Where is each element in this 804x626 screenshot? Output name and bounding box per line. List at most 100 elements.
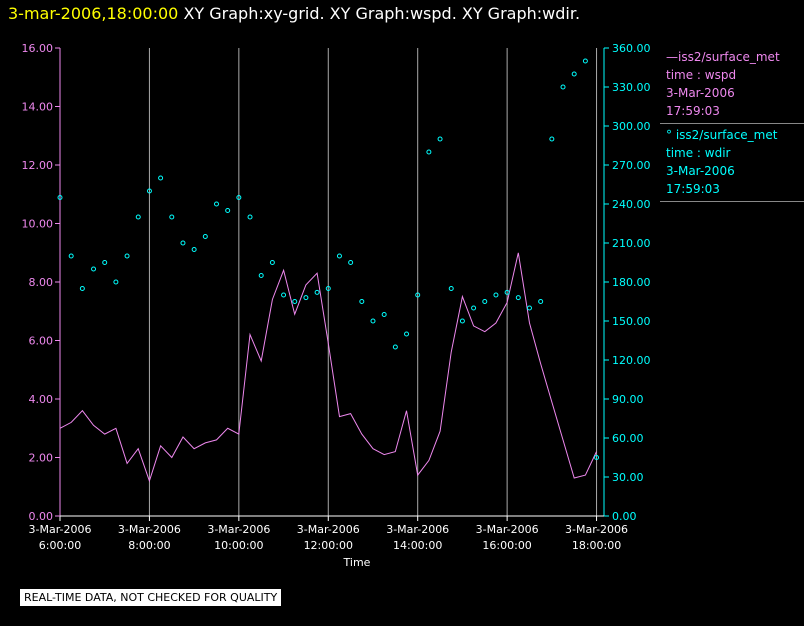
wdir-data-point: [247, 214, 253, 220]
x-tick-date-label: 3-Mar-2006: [565, 523, 628, 536]
wdir-data-point: [370, 318, 376, 324]
wdir-data-point: [404, 331, 410, 337]
x-tick-date-label: 3-Mar-2006: [297, 523, 360, 536]
y-right-tick-label: 120.00: [612, 354, 651, 367]
wdir-data-point: [471, 305, 477, 311]
x-tick-time-label: 12:00:00: [304, 539, 353, 552]
wdir-data-point: [169, 214, 175, 220]
legend-wdir-variable: time : wdir: [666, 146, 731, 160]
wdir-data-point: [515, 295, 521, 301]
wdir-data-point: [213, 201, 219, 207]
wdir-data-point: [381, 312, 387, 317]
wdir-data-point: [348, 260, 354, 265]
wdir-data-point: [225, 208, 231, 213]
x-tick-date-label: 3-Mar-2006: [386, 523, 449, 536]
legend: —iss2/surface_met time : wspd 3-Mar-2006…: [660, 46, 804, 202]
wdir-data-point: [359, 299, 365, 304]
y-left-tick-label: 12.00: [22, 159, 54, 172]
x-tick-time-label: 10:00:00: [214, 539, 263, 552]
wdir-data-point: [124, 253, 130, 259]
wdir-data-point: [202, 234, 208, 239]
x-tick-date-label: 3-Mar-2006: [118, 523, 181, 536]
wdir-data-point: [292, 299, 298, 304]
wdir-data-point: [281, 292, 287, 298]
wdir-data-point: [303, 295, 309, 301]
x-tick-time-label: 6:00:00: [39, 539, 81, 552]
y-right-tick-label: 270.00: [612, 159, 651, 172]
wdir-data-point: [102, 260, 108, 265]
legend-wdir-source: ° iss2/surface_met: [666, 128, 778, 142]
wdir-data-point: [113, 279, 119, 285]
wdir-data-point: [135, 214, 141, 220]
wdir-data-point: [314, 289, 320, 295]
y-left-tick-label: 0.00: [29, 510, 54, 523]
y-right-tick-label: 90.00: [612, 393, 644, 406]
x-tick-date-label: 3-Mar-2006: [29, 523, 92, 536]
x-tick-time-label: 16:00:00: [482, 539, 531, 552]
wdir-data-point: [571, 71, 577, 77]
y-right-tick-label: 150.00: [612, 315, 651, 328]
legend-wspd-variable: time : wspd: [666, 68, 737, 82]
wdir-data-point: [448, 286, 454, 291]
y-left-tick-label: 14.00: [22, 101, 54, 114]
wdir-data-point: [482, 299, 488, 304]
wdir-data-point: [504, 289, 510, 295]
wdir-data-point: [146, 188, 152, 194]
wdir-data-point: [538, 299, 544, 304]
wdir-data-point: [392, 344, 398, 350]
wdir-data-point: [594, 455, 600, 460]
y-right-tick-label: 300.00: [612, 120, 651, 133]
wdir-data-point: [549, 136, 555, 142]
y-right-tick-label: 360.00: [612, 42, 651, 55]
legend-wspd-source: —iss2/surface_met: [666, 50, 780, 64]
wdir-data-point: [269, 260, 275, 265]
legend-wdir: ° iss2/surface_met time : wdir 3-Mar-200…: [660, 124, 804, 202]
wdir-data-point: [191, 247, 197, 252]
legend-wspd-time: 17:59:03: [666, 104, 720, 118]
wdir-data-point: [415, 292, 421, 298]
y-left-tick-label: 6.00: [29, 335, 54, 348]
y-right-tick-label: 330.00: [612, 81, 651, 94]
x-tick-time-label: 8:00:00: [128, 539, 170, 552]
legend-wdir-date: 3-Mar-2006: [666, 164, 735, 178]
legend-wspd-date: 3-Mar-2006: [666, 86, 735, 100]
wdir-data-point: [79, 286, 85, 291]
x-tick-time-label: 14:00:00: [393, 539, 442, 552]
y-left-tick-label: 2.00: [29, 452, 54, 465]
y-right-tick-label: 30.00: [612, 471, 644, 484]
y-right-tick-label: 240.00: [612, 198, 651, 211]
y-right-tick-label: 180.00: [612, 276, 651, 289]
wdir-data-point: [526, 305, 532, 311]
y-right-tick-label: 60.00: [612, 432, 644, 445]
y-left-tick-label: 8.00: [29, 276, 54, 289]
x-axis-label: Time: [343, 556, 371, 569]
quality-disclaimer: REAL-TIME DATA, NOT CHECKED FOR QUALITY: [20, 589, 282, 606]
wdir-data-point: [437, 136, 443, 142]
header-date: 3-mar-2006,18:00:00: [8, 4, 179, 23]
y-left-tick-label: 16.00: [22, 42, 54, 55]
y-left-tick-label: 4.00: [29, 393, 54, 406]
y-right-tick-label: 210.00: [612, 237, 651, 250]
x-tick-time-label: 18:00:00: [572, 539, 621, 552]
wdir-data-point: [68, 253, 74, 259]
wdir-data-point: [258, 273, 264, 278]
wspd-series-line: [59, 252, 597, 483]
header: 3-mar-2006,18:00:00 XY Graph:xy-grid. XY…: [8, 4, 580, 23]
wdir-data-point: [336, 253, 342, 259]
legend-wspd: —iss2/surface_met time : wspd 3-Mar-2006…: [660, 46, 804, 124]
x-tick-date-label: 3-Mar-2006: [476, 523, 539, 536]
wdir-data-point: [426, 149, 432, 155]
wdir-data-point: [236, 195, 242, 200]
wdir-data-point: [57, 195, 63, 200]
wdir-data-point: [180, 240, 186, 246]
header-graph-titles: XY Graph:xy-grid. XY Graph:wspd. XY Grap…: [183, 4, 581, 23]
y-right-tick-label: 0.00: [612, 510, 637, 523]
wdir-data-point: [582, 58, 588, 64]
y-left-tick-label: 10.00: [22, 218, 54, 231]
wdir-data-point: [158, 175, 164, 181]
wdir-data-point: [560, 84, 566, 90]
x-tick-date-label: 3-Mar-2006: [207, 523, 270, 536]
wdir-data-point: [459, 318, 465, 324]
wdir-data-point: [91, 266, 97, 272]
